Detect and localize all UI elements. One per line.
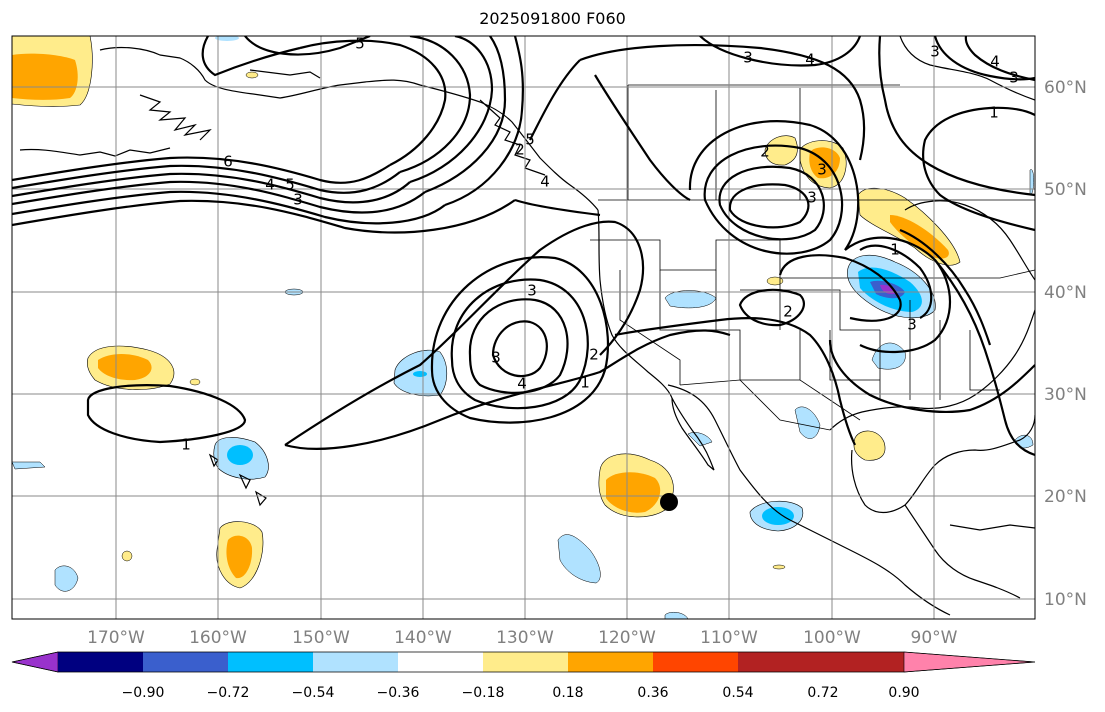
colorbar-tick-label: −0.90 — [122, 685, 165, 701]
contour-labels: 5 6 4 5 3 3 4 3 4 3 2 1 2 3 3 3 1 3 2 1 … — [181, 35, 1019, 454]
contour-label: 1 — [890, 241, 900, 259]
contour-label: 3 — [743, 49, 753, 67]
contour-label: 1 — [989, 104, 999, 122]
lat-label: 40°N — [1044, 283, 1087, 303]
colorbar-segment — [58, 652, 143, 672]
lon-label: 120°W — [598, 628, 656, 648]
lat-label: 10°N — [1044, 590, 1087, 610]
colorbar-segment — [313, 652, 398, 672]
lat-label: 60°N — [1044, 78, 1087, 98]
lon-label: 130°W — [496, 628, 554, 648]
contour-label: 1 — [181, 436, 191, 454]
colorbar-tick-label: −0.54 — [292, 685, 335, 701]
state-borders — [590, 84, 1035, 431]
lat-label: 20°N — [1044, 487, 1087, 507]
colorbar-extend-right — [903, 651, 1036, 673]
colorbar: −0.90 −0.72 −0.54 −0.36 −0.18 0.18 0.36 … — [11, 651, 1036, 701]
contour-label: 4 — [540, 173, 550, 191]
contour-label: 5 — [285, 176, 295, 194]
colorbar-segment — [398, 652, 483, 672]
contour-label: 3 — [907, 316, 917, 334]
contour-label: 3 — [817, 161, 827, 179]
colorbar-segment — [483, 652, 568, 672]
latitude-labels: 60°N 50°N 40°N 30°N 20°N 10°N — [1044, 78, 1087, 610]
colorbar-extend-left — [11, 651, 59, 673]
colorbar-tick-label: −0.18 — [462, 685, 505, 701]
colorbar-tick-label: 0.18 — [552, 685, 583, 701]
lon-label: 90°W — [911, 628, 958, 648]
contour-label: 4 — [990, 53, 1000, 71]
contour-label: 5 — [355, 35, 365, 53]
contour-label: 6 — [223, 153, 233, 171]
lon-label: 110°W — [700, 628, 758, 648]
contour-label: 2 — [515, 141, 525, 159]
contour-label: 3 — [1009, 69, 1019, 87]
colorbar-segment — [653, 652, 738, 672]
contour-label: 4 — [805, 51, 815, 69]
longitude-labels: 170°W 160°W 150°W 140°W 130°W 120°W 110°… — [87, 628, 958, 648]
colorbar-tick-label: −0.72 — [207, 685, 250, 701]
contour-lines — [12, 36, 1035, 457]
contour-label: 2 — [760, 143, 770, 161]
lat-label: 30°N — [1044, 385, 1087, 405]
colorbar-tick-label: 0.36 — [637, 685, 668, 701]
lon-label: 100°W — [803, 628, 861, 648]
colorbar-tick-label: 0.54 — [722, 685, 753, 701]
contour-label: 3 — [293, 191, 303, 209]
contour-label: 3 — [491, 349, 501, 367]
contour-label: 5 — [525, 131, 535, 149]
colorbar-segment — [568, 652, 653, 672]
contour-label: 3 — [527, 282, 537, 300]
contour-label: 2 — [589, 346, 599, 364]
colorbar-segment — [823, 652, 904, 672]
shaded-anomalies — [12, 36, 1034, 619]
lon-label: 170°W — [87, 628, 145, 648]
contour-label: 4 — [517, 375, 527, 393]
colorbar-tick-label: 0.90 — [888, 685, 919, 701]
colorbar-tick-label: 0.72 — [807, 685, 838, 701]
map-frame — [11, 35, 1036, 620]
lat-label: 50°N — [1044, 180, 1087, 200]
contour-label: 2 — [783, 303, 793, 321]
colorbar-tick-label: −0.36 — [377, 685, 420, 701]
lon-label: 150°W — [292, 628, 350, 648]
graticule — [12, 36, 1035, 619]
map-title: 2025091800 F060 — [479, 9, 626, 28]
point-marker — [660, 493, 678, 511]
coastlines — [19, 36, 1035, 616]
colorbar-segment — [738, 652, 823, 672]
colorbar-segment — [143, 652, 228, 672]
lon-label: 140°W — [394, 628, 452, 648]
colorbar-segment — [228, 652, 313, 672]
contour-label: 3 — [930, 43, 940, 61]
contour-label: 1 — [580, 374, 590, 392]
contour-label: 4 — [265, 176, 275, 194]
contour-label: 3 — [807, 189, 817, 207]
lon-label: 160°W — [189, 628, 247, 648]
